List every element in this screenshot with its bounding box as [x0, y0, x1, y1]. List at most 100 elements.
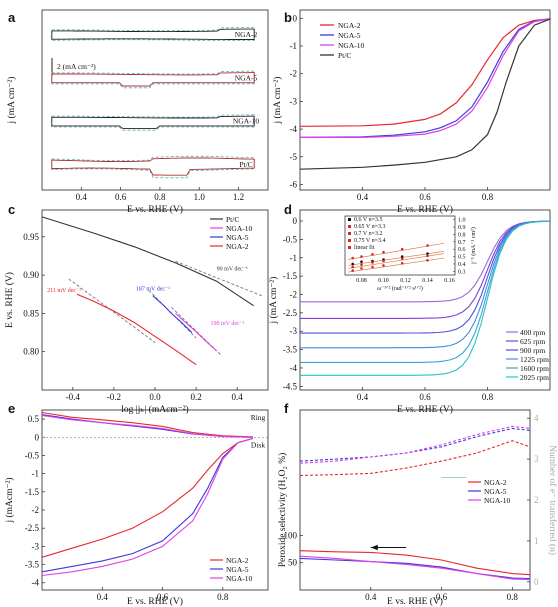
panel-d-inset-xtick-label: 0.16	[444, 278, 455, 284]
panel-d-inset-data-point	[371, 265, 374, 269]
panel-c-slope-annotation: 190 mV dec⁻¹	[210, 321, 244, 327]
panel-e-ylabel: j (mAcm⁻²)	[4, 477, 15, 523]
panel-d-ytick-label: 0	[293, 216, 298, 226]
panel-e-ring-line	[41, 414, 253, 438]
panel-b-ylabel: j (mA cm⁻²)	[272, 77, 283, 125]
panel-d-series-line	[300, 220, 551, 376]
panel-b-legend-label: Pt/C	[338, 51, 351, 60]
panel-c-letter: c	[8, 202, 15, 217]
panel-e-letter: e	[8, 401, 15, 416]
panel-e-ytick-label: 0.5	[28, 414, 40, 424]
panel-a-curve-label: NGA-10	[233, 117, 259, 126]
panel-f-peroxide-line	[299, 550, 531, 576]
panel-c-legend-label: Pt/C	[226, 215, 239, 224]
panel-f-left-arrow-head	[370, 544, 378, 551]
panel-d-inset-ytick-label: 0.5	[458, 255, 466, 261]
panel-e-frame	[41, 409, 269, 591]
panel-d-inset-data-point	[382, 264, 385, 267]
panel-c-xtick-label: 0.4	[232, 392, 244, 402]
panel-d-inset-data-point	[360, 263, 363, 266]
panel-d-inset-data-point	[351, 265, 355, 269]
panel-c-series-line	[76, 293, 197, 366]
panel-d-inset-legend-marker	[348, 232, 351, 235]
panel-b-xtick-label: 0.8	[482, 192, 494, 202]
panel-d-inset-frame	[344, 215, 456, 276]
panel-f-ylabel: Peroxide selectivity (H₂O₂ %)	[277, 453, 288, 568]
panel-b-ytick-label: -4	[290, 124, 298, 134]
panel-a-scale-bar-label: 2 (mA cm⁻²)	[57, 62, 96, 71]
panel-c-series-line	[175, 312, 217, 352]
panel-d-xtick-label: 0.8	[482, 392, 494, 402]
panel-d-inset-data-point	[426, 258, 429, 262]
panel-d-inset-data-point	[351, 256, 355, 260]
panel-e-ytick-label: -2	[32, 505, 40, 515]
panel-e-disk-line	[41, 437, 254, 577]
panel-a-cv-curve-3	[51, 157, 255, 176]
panel-f-ylabel-right: Number of e⁻ transferred (n)	[547, 445, 558, 555]
panel-d-inset-xtick-label: 0.14	[422, 278, 433, 284]
panel-d-inset-ytick-label: 1.0	[458, 218, 466, 224]
panel-d-inset-data-point	[426, 244, 429, 247]
panel-d-inset-data-point	[400, 261, 404, 265]
panel-e-ring-line	[41, 411, 253, 438]
panel-e-ytick-label: -4	[32, 578, 40, 588]
panel-a-xlabel: E vs. RHE (V)	[127, 204, 183, 215]
panel-b-ytick-label: -3	[290, 96, 298, 106]
panel-d-inset-legend-label: linear fit	[354, 244, 375, 251]
panel-a-xtick-label: 0.4	[76, 192, 88, 202]
panel-d-legend-label: 1225 rpm	[520, 355, 549, 364]
panel-e-xlabel: E vs. RHE (V)	[127, 596, 183, 607]
panel-d-inset-data-point	[400, 257, 404, 261]
panel-f-ytick-label: 50	[288, 558, 298, 568]
panel-b-ytick-label: 0	[293, 13, 298, 23]
panel-c-slope-annotation: 90 mV dec⁻¹	[217, 267, 248, 273]
panel-d-inset-legend-marker	[348, 246, 351, 249]
panel-a-cv-dashed-3	[51, 155, 255, 179]
panel-d-inset-data-point	[371, 261, 374, 264]
panel-a-xtick-label: 1.2	[233, 192, 244, 202]
panel-c-xtick-label: 0.2	[190, 392, 201, 402]
panel-e-ring-label: Ring	[251, 413, 266, 422]
panel-d-inset-data-point	[400, 255, 404, 258]
panel-d-inset-ylabel: j⁻¹ (mA⁻¹ cm²)	[470, 227, 477, 265]
panel-c-ytick-label: 0.85	[23, 308, 39, 318]
panel-f-n-line	[299, 427, 531, 462]
panel-d-inset-ytick-label: 0.4	[458, 262, 466, 268]
panel-c-ytick-label: 0.80	[23, 347, 39, 357]
panel-d-ytick-label: -2	[290, 289, 298, 299]
panel-e-ytick-label: -3	[32, 541, 40, 551]
panel-d-inset-data-point	[382, 259, 385, 263]
panel-e-disk-label: Disk	[251, 440, 265, 449]
panel-a-frame	[41, 9, 269, 191]
panel-e-xtick-label: 0.6	[157, 592, 169, 602]
panel-c-slope-annotation: 187 mV dec⁻¹	[136, 286, 170, 292]
panel-a-curve-label: Pt/C	[239, 160, 252, 169]
panel-d-legend-label: 400 rpm	[520, 328, 545, 337]
panel-a-cv-curve-0	[51, 28, 255, 40]
panel-d-inset-ytick-label: 0.3	[458, 269, 466, 275]
panel-b-ytick-label: -5	[290, 152, 298, 162]
panel-d-inset-legend-marker	[348, 225, 351, 228]
panel-d-inset-data-point	[426, 252, 429, 255]
panel-d-legend-label: 900 rpm	[520, 346, 545, 355]
panel-f-legend-label: NGA-5	[484, 487, 507, 496]
panel-d-inset-data-point	[360, 260, 363, 264]
panel-f-legend-label: NGA-10	[484, 496, 510, 505]
panel-e-ytick-label: -0.5	[25, 450, 40, 460]
panel-b-letter: b	[284, 10, 292, 25]
panel-a-cv-curve-1	[51, 72, 255, 87]
panel-d-series-line	[300, 220, 551, 349]
panel-f-right-ytick-label: 0	[534, 577, 539, 587]
panel-a-curve-label: NGA-2	[235, 30, 258, 39]
panel-c-slope-annotation: 211 mV dec⁻¹	[47, 288, 81, 294]
panel-d-ytick-label: -2.5	[283, 308, 298, 318]
panel-d-series-line	[300, 220, 551, 363]
panel-b-series-line	[299, 18, 551, 170]
panel-f-xtick-label: 0.8	[507, 592, 519, 602]
panel-c-fit-line	[175, 260, 263, 297]
panel-d-inset-legend-label: 0.6 V n=3.5	[354, 217, 383, 223]
panel-e-legend-label: NGA-5	[226, 565, 249, 574]
panel-b-series-line	[299, 18, 551, 127]
panel-b-legend-label: NGA-5	[338, 31, 361, 40]
